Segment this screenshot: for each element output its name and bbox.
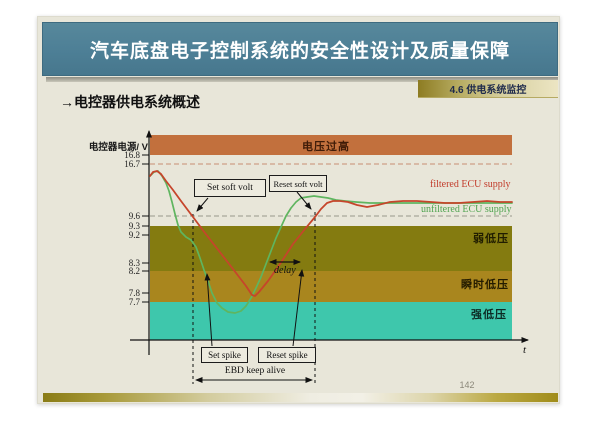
- reset-spike-box: Reset spike: [258, 347, 316, 363]
- set-spike-box: Set spike: [201, 347, 248, 363]
- band-label-momentary-low: 瞬时低压: [461, 279, 509, 291]
- y-tick-9-2: 9.2: [128, 230, 140, 240]
- title-bar-shadow: [46, 77, 558, 82]
- y-tick-7-7: 7.7: [128, 297, 140, 307]
- filtered-supply-curve: [149, 170, 513, 297]
- ebd-keep-alive-label: EBD keep alive: [224, 366, 286, 376]
- y-tick-16-8: 16.8: [124, 150, 140, 160]
- x-axis-label: t: [523, 344, 527, 356]
- filtered-supply-series: [149, 170, 513, 297]
- band-label-weak-low: 弱低压: [473, 233, 509, 245]
- slide-subtitle: →电控器供电系统概述: [60, 94, 200, 110]
- band-label-strong-low: 强低压: [471, 309, 507, 321]
- unfiltered-supply-series: [149, 170, 513, 314]
- reset-spike-arrow: [292, 269, 305, 347]
- section-badge-label: 4.6 供电系统监控: [449, 85, 527, 96]
- section-badge: 4.6 供电系统监控: [418, 80, 558, 98]
- y-axis-tick-marks: [142, 154, 149, 303]
- band-momentary-low-voltage: [150, 271, 512, 302]
- y-tick-8-2: 8.2: [128, 266, 140, 276]
- set-soft-volt-arrow: [196, 197, 209, 212]
- band-weak-low-voltage: [150, 226, 512, 271]
- band-overvoltage: [150, 135, 512, 155]
- y-tick-9-3: 9.3: [128, 221, 140, 231]
- bottom-accent-bar: [43, 393, 558, 402]
- unfiltered-supply-curve: [149, 170, 513, 314]
- set-spike-arrow: [204, 273, 213, 347]
- unfiltered-supply-label: unfiltered ECU supply: [421, 204, 512, 215]
- delay-label: delay: [274, 265, 296, 276]
- y-tick-16-7: 16.7: [124, 159, 140, 169]
- filtered-supply-label: filtered ECU supply: [430, 179, 511, 190]
- band-label-overvoltage: 电压过高: [302, 141, 350, 153]
- slide-title: 汽车底盘电子控制系统的安全性设计及质量保障: [89, 40, 510, 62]
- y-tick-8-3: 8.3: [128, 258, 140, 268]
- reset-soft-volt-arrow: [296, 191, 312, 210]
- band-strong-low-voltage: [150, 302, 512, 340]
- reset-soft-volt-box: Reset soft volt: [269, 175, 327, 192]
- set-soft-volt-box: Set soft volt: [194, 179, 266, 197]
- y-tick-7-8: 7.8: [128, 288, 140, 298]
- page-number: 142: [459, 380, 475, 390]
- y-axis-title: 电控器电源/ V: [88, 142, 148, 153]
- y-tick-9-6: 9.6: [128, 211, 140, 221]
- slide-title-bar: 汽车底盘电子控制系统的安全性设计及质量保障: [42, 22, 558, 76]
